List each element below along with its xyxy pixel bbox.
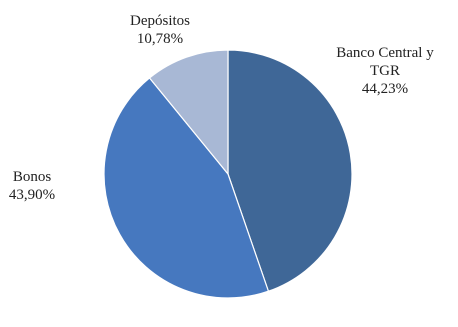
slice-label-banco-central-tgr: Banco Central y TGR 44,23%: [312, 44, 458, 98]
slice-value: 44,23%: [361, 81, 409, 97]
slice-value: 43,90%: [8, 187, 56, 203]
slice-name: Bonos: [12, 169, 52, 185]
slice-depositos: [148, 49, 229, 176]
slice-label-bonos: Bonos 43,90%: [0, 168, 64, 204]
slice-banco-central-tgr: [227, 49, 353, 292]
slice-bonos: [103, 77, 270, 299]
slice-name-line-2: TGR: [370, 63, 400, 79]
slice-value: 10,78%: [136, 31, 184, 47]
pie-slices: [103, 49, 353, 299]
slice-name-line-1: Banco Central y: [336, 45, 434, 61]
slice-name: Depósitos: [130, 13, 190, 29]
slice-label-depositos: Depósitos 10,78%: [110, 12, 210, 48]
